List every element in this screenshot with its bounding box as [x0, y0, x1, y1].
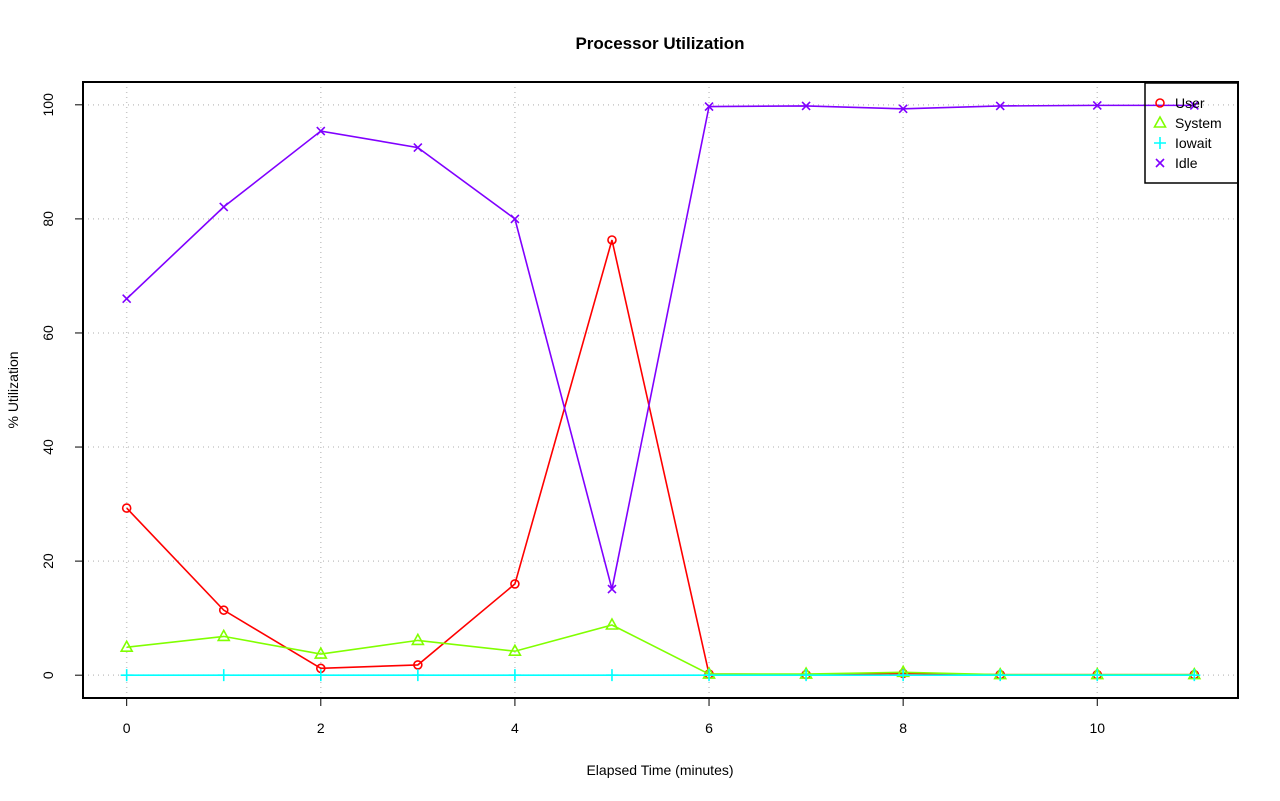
series-user [121, 235, 1200, 680]
data-point-idle [898, 104, 908, 114]
x-axis-label: Elapsed Time (minutes) [586, 762, 733, 778]
data-point-idle [704, 101, 714, 112]
y-tick-label: 100 [40, 93, 56, 117]
data-point-iowait [508, 669, 521, 682]
data-point-idle [122, 294, 132, 304]
x-tick-label: 10 [1089, 720, 1105, 736]
data-point-user [413, 660, 423, 670]
y-axis-label: % Utilization [5, 351, 21, 428]
data-point-user [121, 503, 132, 513]
y-tick-label: 60 [40, 325, 56, 341]
series-line-user [126, 239, 1195, 676]
data-point-iowait [411, 669, 424, 682]
y-tick-label: 40 [40, 439, 56, 455]
legend-label: Idle [1175, 155, 1198, 171]
data-point-system [313, 646, 328, 659]
data-point-idle [316, 126, 326, 136]
data-point-system [410, 632, 425, 646]
data-point-user [510, 579, 520, 589]
data-point-iowait [897, 669, 910, 682]
data-point-idle [510, 214, 520, 224]
x-tick-label: 2 [317, 720, 325, 736]
series-line-system [126, 624, 1195, 676]
legend: User System Iowait Idle [1144, 82, 1239, 184]
y-tick-label: 20 [40, 553, 56, 569]
data-point-system [119, 639, 134, 653]
series-group [119, 100, 1202, 682]
data-point-iowait [217, 669, 230, 682]
chart-title: Processor Utilization [575, 34, 744, 53]
data-point-idle [607, 584, 617, 594]
data-point-user [607, 235, 617, 245]
data-point-iowait [1091, 669, 1104, 682]
series-system [119, 617, 1202, 680]
plot-frame [82, 81, 1239, 699]
data-point-iowait [605, 669, 618, 682]
x-tick-label: 0 [123, 720, 131, 736]
data-point-iowait [994, 669, 1007, 682]
grid-lines [83, 82, 1238, 698]
data-point-system [508, 643, 522, 657]
legend-system-icon [1153, 115, 1167, 128]
data-point-user [218, 605, 229, 615]
data-point-idle [1189, 100, 1199, 110]
series-line-idle [126, 104, 1195, 590]
legend-label: System [1175, 115, 1222, 131]
x-tick-label: 6 [705, 720, 713, 736]
x-tick-label: 4 [511, 720, 519, 736]
legend-user-icon [1155, 98, 1165, 108]
data-point-system [216, 628, 231, 642]
legend-label: Iowait [1175, 135, 1212, 151]
data-point-iowait [120, 669, 133, 682]
data-point-idle [1092, 100, 1102, 110]
y-tick-label: 0 [40, 671, 56, 679]
data-point-iowait [1188, 669, 1201, 682]
legend-idle-icon [1155, 158, 1165, 168]
x-tick-label: 8 [899, 720, 907, 736]
legend-iowait-icon [1154, 137, 1166, 149]
data-point-iowait [800, 669, 813, 682]
data-point-iowait [703, 669, 716, 682]
data-point-system [605, 617, 619, 630]
series-idle [122, 100, 1199, 594]
data-point-idle [995, 101, 1005, 111]
data-point-idle [413, 143, 423, 153]
data-point-idle [801, 101, 811, 111]
data-point-idle [219, 202, 229, 212]
series-iowait [120, 669, 1201, 682]
data-point-iowait [314, 669, 327, 682]
legend-label: User [1175, 95, 1205, 111]
y-tick-label: 80 [40, 211, 56, 227]
